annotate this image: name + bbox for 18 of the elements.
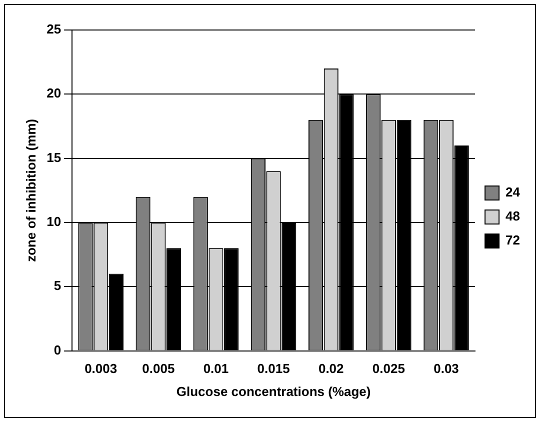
y-tick-label: 25 bbox=[46, 22, 62, 37]
x-tick-label: 0.03 bbox=[434, 361, 459, 376]
x-tick-label: 0.025 bbox=[372, 361, 405, 376]
y-tick-label: 15 bbox=[46, 150, 62, 165]
y-tick-label: 10 bbox=[46, 214, 62, 230]
x-tick-label: 0.003 bbox=[84, 361, 118, 376]
x-tick-label: 0.01 bbox=[203, 361, 229, 376]
y-tick-label: 0 bbox=[54, 342, 62, 358]
legend-label: 48 bbox=[506, 208, 520, 224]
y-tick-label: 20 bbox=[46, 86, 62, 101]
y-tick-label: 5 bbox=[54, 278, 62, 294]
x-axis-title: Glucose concentrations (%age) bbox=[176, 384, 371, 399]
x-tick-label: 0.005 bbox=[142, 361, 175, 376]
legend-label: 24 bbox=[506, 184, 521, 200]
legend-label: 72 bbox=[506, 232, 520, 248]
x-tick-label: 0.02 bbox=[318, 361, 344, 376]
y-axis-title: zone of inhibition (mm) bbox=[23, 118, 38, 262]
x-tick-label: 0.015 bbox=[257, 361, 290, 376]
